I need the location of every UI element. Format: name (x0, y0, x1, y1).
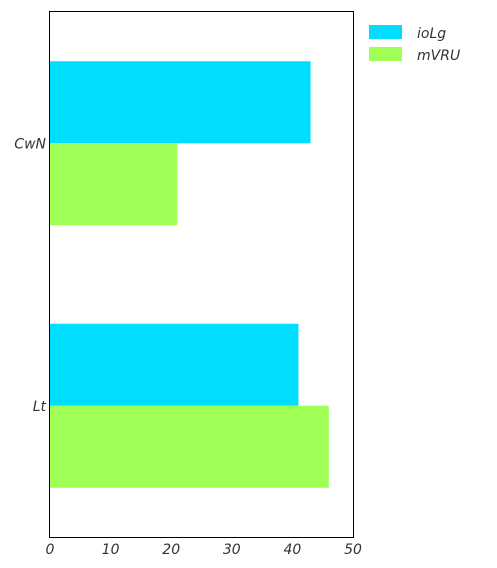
plot-area-frame (49, 11, 354, 538)
y-tick-label: CwN (14, 136, 46, 152)
y-tick-label: Lt (33, 399, 47, 415)
legend-swatch-mVRU (369, 47, 402, 61)
x-tick-label: 40 (283, 542, 301, 558)
bars-layer (50, 61, 329, 488)
bar-mVRU-Lt (50, 405, 329, 488)
y-axis: CwN Lt (14, 136, 46, 415)
x-tick-label: 30 (223, 542, 241, 558)
legend-label-ioLg: ioLg (417, 26, 446, 42)
bar-ioLg-CwN (50, 61, 311, 144)
x-tick-label: 10 (102, 542, 120, 558)
bar-ioLg-Lt (50, 323, 299, 406)
x-tick-label: 50 (344, 542, 362, 558)
bar-mVRU-CwN (50, 143, 178, 226)
x-tick-label: 20 (162, 542, 180, 558)
legend-swatch-ioLg (369, 25, 402, 39)
legend-label-mVRU: mVRU (417, 48, 460, 64)
legend: ioLg mVRU (369, 25, 460, 64)
x-tick-label: 0 (46, 542, 55, 558)
x-axis: 0 10 20 30 40 50 (46, 542, 362, 558)
